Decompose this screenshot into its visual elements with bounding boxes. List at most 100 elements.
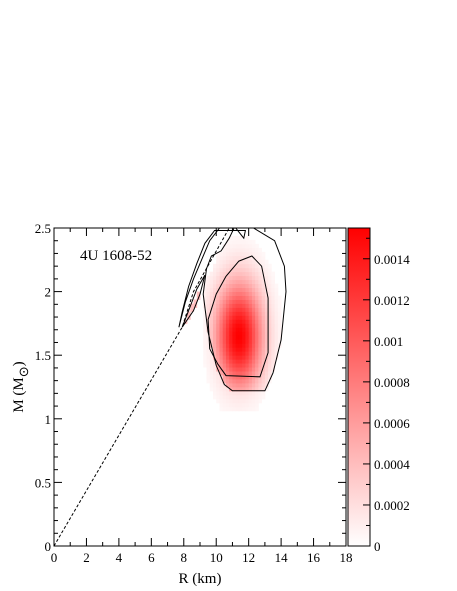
heatmap-cell	[219, 263, 224, 269]
heatmap-cell	[258, 319, 263, 324]
heatmap-cell	[216, 387, 220, 392]
heatmap-cell	[245, 398, 250, 404]
heatmap-cell	[229, 406, 233, 412]
heatmap-cell	[216, 279, 220, 285]
heatmap-cell	[187, 311, 191, 316]
heatmap-cell	[268, 343, 272, 348]
heatmap-cell	[203, 283, 207, 289]
heatmap-cell	[245, 319, 250, 324]
heatmap-cell	[261, 351, 266, 356]
heatmap-cell	[268, 355, 272, 360]
heatmap-cell	[235, 394, 240, 400]
heatmap-cell	[229, 271, 233, 277]
y-axis-label-close: )	[11, 361, 27, 366]
heatmap-cell	[212, 303, 217, 308]
heatmap-cell	[268, 363, 272, 368]
heatmap-cell	[229, 339, 233, 344]
heatmap-cell	[261, 315, 266, 320]
heatmap-cell	[242, 387, 246, 392]
heatmap-cell	[212, 283, 217, 289]
heatmap-cell	[242, 402, 246, 408]
heatmap-cell	[277, 315, 282, 320]
heatmap-cell	[242, 355, 246, 360]
heatmap-cell	[245, 335, 250, 340]
heatmap-cell	[229, 363, 233, 368]
heatmap-cell	[225, 406, 230, 412]
heatmap-cell	[216, 303, 220, 308]
heatmap-cell	[238, 394, 243, 400]
heatmap-cell	[242, 390, 246, 396]
heatmap-cell	[219, 335, 224, 340]
heatmap-cell	[268, 351, 272, 356]
heatmap-cell	[216, 319, 220, 324]
heatmap-cell	[235, 398, 240, 404]
heatmap-cell	[219, 406, 224, 412]
heatmap-cell	[219, 259, 224, 265]
heatmap-cell	[242, 279, 246, 285]
heatmap-cell	[261, 394, 266, 400]
heatmap-cell	[251, 251, 256, 257]
heatmap-cell	[203, 343, 207, 348]
heatmap-cell	[274, 331, 279, 336]
heatmap-cell	[238, 295, 243, 300]
heatmap-cell	[245, 323, 250, 328]
heatmap-cell	[242, 251, 246, 257]
heatmap-cell	[219, 398, 224, 404]
heatmap-cell	[229, 307, 233, 312]
heatmap-cell	[225, 383, 230, 388]
heatmap-cell	[225, 319, 230, 324]
heatmap-cell	[209, 319, 214, 324]
heatmap-cell	[209, 359, 214, 364]
heatmap-cell	[209, 271, 214, 277]
heatmap-cell	[219, 355, 224, 360]
heatmap-cell	[232, 390, 237, 396]
heatmap-cell	[268, 347, 272, 352]
heatmap-cell	[251, 291, 256, 296]
heatmap-cell	[251, 383, 256, 388]
colorbar	[347, 227, 371, 547]
heatmap-cell	[255, 247, 259, 253]
heatmap-cell	[235, 295, 240, 300]
heatmap-cell	[238, 235, 243, 241]
heatmap-cell	[255, 398, 259, 404]
heatmap-cell	[232, 367, 237, 372]
heatmap-cell	[277, 311, 282, 316]
heatmap-cell	[212, 279, 217, 285]
heatmap-cell	[264, 375, 269, 380]
heatmap-cell	[209, 355, 214, 360]
heatmap-cell	[216, 283, 220, 289]
heatmap-cell	[261, 287, 266, 293]
heatmap-cell	[255, 303, 259, 308]
heatmap-cell	[229, 255, 233, 261]
heatmap-cell	[225, 375, 230, 380]
heatmap-cell	[238, 327, 243, 332]
heatmap-cell	[277, 327, 282, 332]
heatmap-cell	[248, 355, 253, 360]
heatmap-cell	[258, 359, 263, 364]
heatmap-cell	[274, 327, 279, 332]
heatmap-cell	[222, 267, 227, 273]
heatmap-cell	[206, 299, 211, 304]
heatmap-cell	[248, 387, 253, 392]
heatmap-cell	[255, 323, 259, 328]
heatmap-cell	[229, 247, 233, 253]
heatmap-cell	[222, 287, 227, 293]
heatmap-cell	[232, 387, 237, 392]
heatmap-cell	[222, 307, 227, 312]
heatmap-cell	[229, 275, 233, 281]
heatmap-cell	[222, 347, 227, 352]
heatmap-cell	[235, 331, 240, 336]
heatmap-cell	[261, 295, 266, 300]
heatmap-cell	[190, 307, 194, 312]
heatmap-cell	[264, 291, 269, 296]
heatmap-cell	[212, 351, 217, 356]
heatmap-cell	[255, 307, 259, 312]
heatmap-cell	[255, 283, 259, 289]
heatmap-cell	[258, 335, 263, 340]
heatmap-cell	[206, 379, 211, 384]
heatmap-cell	[229, 259, 233, 265]
heatmap-cell	[206, 295, 211, 300]
heatmap-cell	[212, 383, 217, 388]
heatmap-cell	[229, 390, 233, 396]
heatmap-cell	[212, 291, 217, 296]
